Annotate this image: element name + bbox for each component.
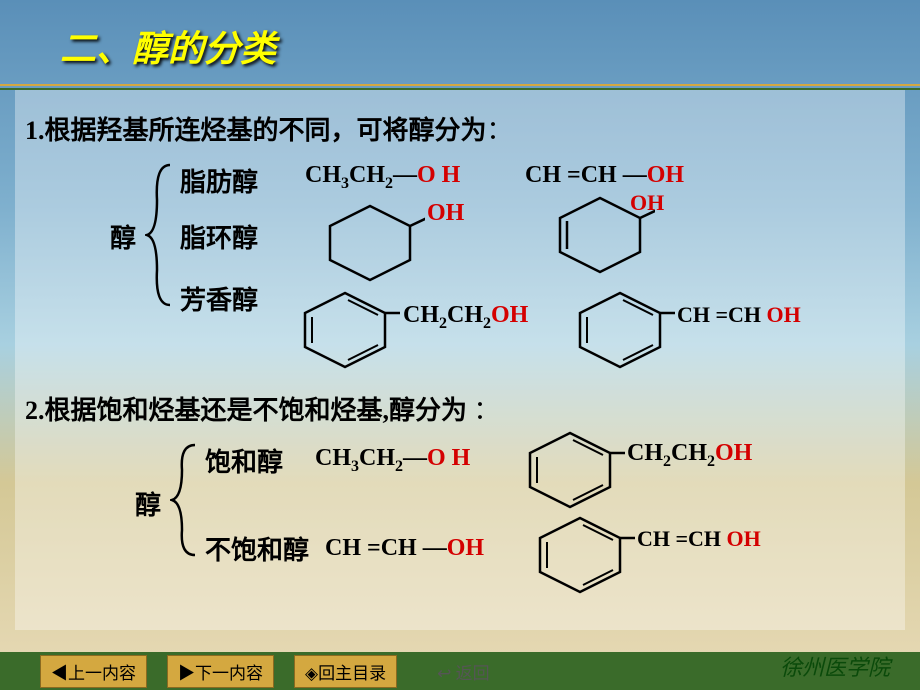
affiliation-label: 徐州医学院 (780, 650, 890, 682)
label-oh-cyclohexenol: OH (630, 190, 664, 216)
content-area: 1.根据羟基所连烃基的不同，可将醇分为： 醇 脂肪醇 脂环醇 芳香醇 CH3CH… (15, 90, 905, 630)
formula-phenylethanol: CH2CH2OH (403, 302, 528, 333)
tree1-root: 醇 (110, 218, 136, 255)
header: 二、醇的分类 (0, 0, 920, 80)
cat-aromatic: 芳香醇 (180, 280, 258, 317)
benzene-icon (290, 285, 400, 370)
formula-vinyl-alcohol: CH =CH —OH (525, 162, 684, 189)
formula-phenylethanol-2: CH2CH2OH (627, 440, 752, 471)
label-oh-cyclohexanol: OH (427, 200, 464, 227)
formula-ethanol-2: CH3CH2—O H (315, 445, 470, 476)
cat-aliphatic: 脂肪醇 (180, 162, 258, 199)
formula-ethanol: CH3CH2—O H (305, 162, 460, 193)
brace-icon-2 (170, 440, 200, 560)
cyclohexane-icon (315, 198, 425, 283)
section1-text: 1.根据羟基所连烃基的不同，可将醇分为 (25, 116, 487, 145)
formula-vinyl-2: CH =CH —OH (325, 535, 484, 562)
cat-saturated: 饱和醇 (205, 442, 283, 479)
prev-button[interactable]: ◀上一内容 (40, 655, 147, 688)
benzene-icon-3 (515, 425, 625, 510)
page-title: 二、醇的分类 (60, 20, 920, 72)
benzene-icon-2 (565, 285, 675, 370)
benzene-icon-4 (525, 510, 635, 595)
cat-unsaturated: 不饱和醇 (205, 530, 309, 567)
section1-colon: ： (487, 116, 513, 145)
header-rule-gold (0, 84, 920, 86)
cat-alicyclic: 脂环醇 (180, 218, 258, 255)
home-button[interactable]: ◈回主目录 (294, 655, 397, 688)
formula-styryl-alcohol: CH =CH OH (677, 302, 801, 328)
back-button[interactable]: ↩ 返回 (427, 656, 500, 687)
section2-heading: 2.根据饱和烃基还是不饱和烃基,醇分为 ： (25, 390, 500, 427)
tree2-root: 醇 (135, 485, 161, 522)
section1-heading: 1.根据羟基所连烃基的不同，可将醇分为： (25, 110, 513, 147)
next-button[interactable]: ▶下一内容 (167, 655, 274, 688)
section2-text: 2.根据饱和烃基还是不饱和烃基,醇分为 (25, 396, 474, 425)
section2-colon: ： (474, 396, 500, 425)
formula-styryl-2: CH =CH OH (637, 526, 761, 552)
brace-icon (145, 160, 175, 310)
